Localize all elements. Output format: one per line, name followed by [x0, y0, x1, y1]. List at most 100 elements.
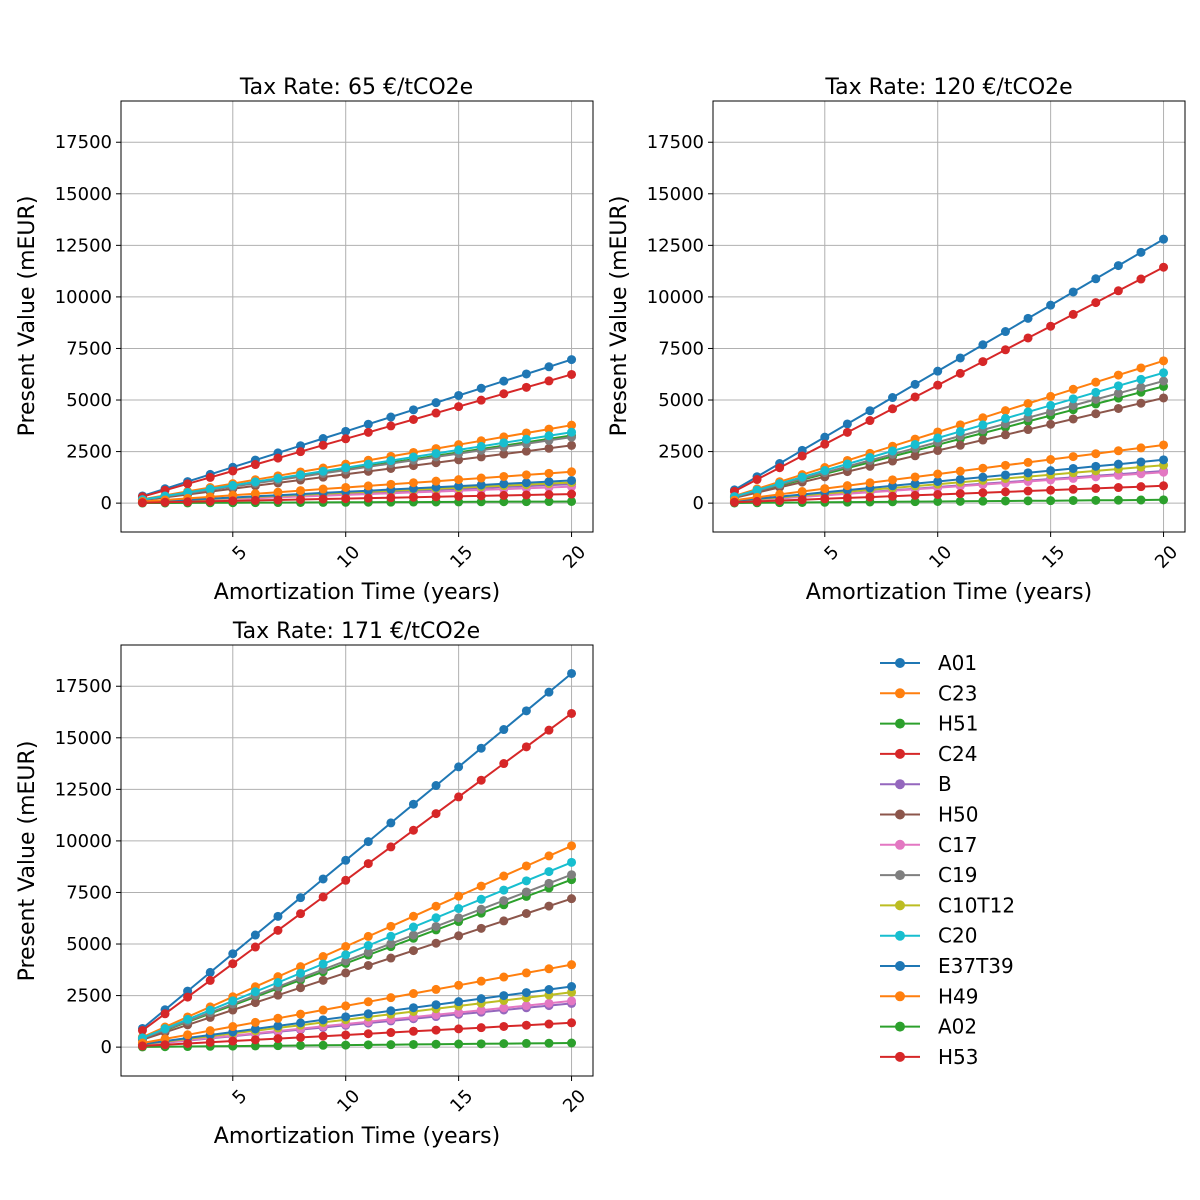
legend-entry-H49: H49 [880, 984, 979, 1008]
data-point-C20 [1159, 368, 1169, 378]
data-point-C20 [160, 1024, 170, 1034]
data-point-A01 [567, 668, 577, 678]
data-point-H53 [318, 1031, 328, 1041]
data-point-C24 [228, 959, 238, 969]
legend-entry-C10T12: C10T12 [880, 893, 1015, 917]
data-point-A01 [250, 930, 260, 940]
data-point-C20 [228, 480, 238, 490]
data-point-E37T39 [1136, 457, 1146, 467]
data-point-A02 [544, 497, 554, 507]
data-point-C17 [544, 998, 554, 1008]
data-point-C17 [499, 1003, 509, 1013]
data-point-C24 [1046, 321, 1056, 331]
data-point-H53 [499, 1021, 509, 1031]
series-line-A01 [141, 672, 573, 1030]
data-point-C20 [865, 453, 875, 463]
data-point-C24 [454, 792, 464, 802]
data-point-H49 [842, 481, 852, 491]
data-point-H53 [842, 493, 852, 503]
legend-label: C10T12 [938, 893, 1015, 917]
data-point-A02 [521, 1038, 531, 1048]
data-point-C23 [318, 952, 328, 962]
data-point-E37T39 [544, 985, 554, 995]
data-point-C20 [499, 438, 509, 448]
data-point-A02 [567, 496, 577, 506]
y-axis-label: Present Value (mEUR) [15, 741, 40, 982]
data-point-C23 [476, 881, 486, 891]
data-point-C24 [431, 408, 441, 418]
series-C20 [137, 427, 577, 505]
data-point-E37T39 [567, 475, 577, 485]
data-point-C20 [454, 445, 464, 455]
data-point-H50 [499, 449, 509, 459]
data-point-A01 [1159, 234, 1169, 244]
data-point-A01 [521, 369, 531, 379]
data-point-H49 [363, 481, 373, 491]
data-point-A01 [1091, 274, 1101, 284]
data-point-H49 [820, 484, 830, 494]
data-point-H49 [567, 960, 577, 970]
data-point-C24 [1091, 298, 1101, 308]
data-point-C23 [978, 413, 988, 423]
data-point-C24 [567, 708, 577, 718]
data-point-C24 [228, 466, 238, 476]
series-H53 [137, 1018, 577, 1051]
data-point-H53 [183, 497, 193, 507]
data-point-A02 [1113, 495, 1123, 505]
legend-label: H53 [938, 1045, 979, 1069]
data-point-C20 [499, 885, 509, 895]
legend-marker [895, 1051, 905, 1062]
data-point-C19 [1159, 376, 1169, 386]
data-point-C20 [386, 931, 396, 941]
data-point-H50 [955, 440, 965, 450]
data-point-C24 [775, 463, 785, 473]
data-point-C17 [521, 1001, 531, 1011]
data-point-A02 [341, 1040, 351, 1050]
data-point-H53 [273, 1034, 283, 1044]
data-point-H49 [521, 968, 531, 978]
data-point-C24 [544, 725, 554, 735]
data-point-H49 [544, 964, 554, 974]
series-C24 [137, 708, 577, 1035]
data-point-A02 [1068, 495, 1078, 505]
legend-entry-H50: H50 [880, 803, 979, 827]
data-point-H53 [205, 1037, 215, 1047]
y-tick-label: 12500 [55, 779, 112, 800]
data-point-C17 [476, 1005, 486, 1015]
data-point-E37T39 [476, 994, 486, 1004]
data-point-A02 [499, 497, 509, 507]
data-point-C19 [408, 930, 418, 940]
data-point-C19 [499, 896, 509, 906]
data-point-H50 [273, 990, 283, 1000]
data-point-H53 [888, 491, 898, 501]
data-point-H53 [521, 1020, 531, 1030]
y-tick-label: 17500 [55, 132, 112, 153]
legend-label: C24 [938, 742, 977, 766]
data-point-A01 [499, 725, 509, 735]
data-point-H50 [1068, 414, 1078, 424]
data-point-C20 [842, 459, 852, 469]
y-tick-label: 5000 [658, 390, 704, 411]
data-point-H50 [1091, 409, 1101, 419]
data-point-H49 [865, 478, 875, 488]
data-point-H49 [296, 1009, 306, 1019]
data-point-H49 [933, 469, 943, 479]
data-point-C20 [296, 470, 306, 480]
legend-marker [895, 961, 905, 971]
data-point-C19 [1136, 382, 1146, 392]
data-point-H53 [205, 496, 215, 506]
data-point-C20 [1068, 394, 1078, 404]
data-point-C17 [1159, 467, 1169, 477]
data-point-H49 [250, 489, 260, 499]
legend-label: H51 [938, 712, 979, 736]
legend-marker [895, 688, 905, 699]
data-point-C23 [1000, 406, 1010, 416]
data-point-E37T39 [544, 477, 554, 487]
data-point-A02 [1091, 495, 1101, 505]
data-point-H49 [1136, 443, 1146, 453]
data-point-A01 [454, 390, 464, 400]
legend-marker [895, 900, 905, 911]
data-point-H49 [363, 997, 373, 1007]
data-point-C24 [250, 460, 260, 470]
